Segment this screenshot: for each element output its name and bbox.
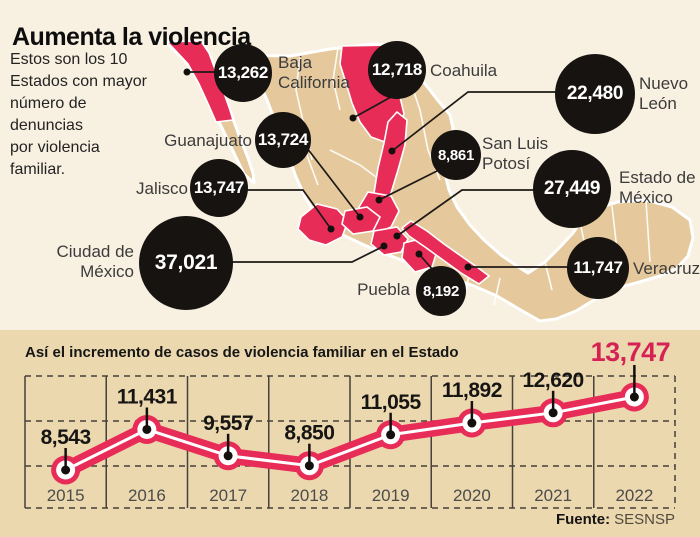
bubble-value: 37,021 bbox=[154, 251, 218, 274]
chart-point-dot bbox=[142, 424, 152, 434]
bubble-value: 13,747 bbox=[193, 178, 245, 197]
page-title: Aumenta la violencia bbox=[12, 22, 251, 51]
source-label: Fuente: bbox=[555, 511, 611, 528]
bubble-san-luis-potosi: 8,861 bbox=[431, 130, 481, 180]
bubble-jalisco: 13,747 bbox=[190, 159, 248, 217]
chart-value-label: 11,892 bbox=[442, 379, 502, 402]
bubble-value: 8,192 bbox=[422, 282, 460, 300]
bubble-guanajuato: 13,724 bbox=[255, 112, 311, 168]
intro-line: número de bbox=[10, 95, 87, 112]
label-guanajuato: Guanajuato bbox=[164, 131, 252, 150]
chart-title: Así el incremento de casos de violencia … bbox=[25, 344, 459, 361]
bubble-value: 11,747 bbox=[573, 258, 623, 277]
map-section: Aumenta la violencia Estos son los 10 Es… bbox=[10, 22, 700, 323]
chart-year-label: 2021 bbox=[534, 486, 572, 505]
chart-point-dot bbox=[548, 408, 558, 418]
chart-value-label: 8,543 bbox=[41, 426, 91, 449]
map-leader-lines bbox=[187, 71, 568, 271]
chart-panel: Así el incremento de casos de violencia … bbox=[0, 330, 700, 537]
map-state-guanajuato bbox=[341, 206, 382, 235]
map-state-jalisco bbox=[297, 203, 349, 246]
chart-year-label: 2017 bbox=[209, 486, 247, 505]
bubble-value: 12,718 bbox=[371, 60, 423, 79]
chart-value-label-highlight: 13,747 bbox=[591, 337, 671, 367]
intro-line: Estados con mayor bbox=[10, 73, 147, 90]
intro-line: denuncias bbox=[10, 117, 83, 134]
chart-year-label: 2020 bbox=[453, 486, 491, 505]
source-line: Fuente: SESNSP bbox=[556, 511, 675, 528]
intro-line: Estos son los 10 bbox=[10, 51, 128, 68]
chart-year-label: 2018 bbox=[290, 486, 328, 505]
chart-value-label: 9,557 bbox=[203, 412, 253, 435]
intro-line: familiar. bbox=[10, 161, 66, 178]
label-nuevo-leon: Nuevo León bbox=[639, 74, 689, 113]
bubble-value: 27,449 bbox=[543, 178, 601, 199]
label-san-luis-potosi: San Luis Potosí bbox=[482, 134, 549, 173]
label-estado-de-mexico: Estado de México bbox=[619, 168, 696, 207]
bubble-estado-de-mexico: 27,449 bbox=[533, 150, 611, 228]
chart-year-label: 2019 bbox=[372, 486, 410, 505]
chart-value-label: 11,055 bbox=[361, 391, 422, 414]
bubble-ciudad-de-mexico: 37,021 bbox=[139, 216, 233, 310]
intro-line: por violencia bbox=[10, 139, 100, 156]
chart-value-label: 11,431 bbox=[117, 385, 178, 408]
label-coahuila: Coahuila bbox=[430, 61, 498, 80]
map-state-baja-california bbox=[165, 40, 235, 123]
line-chart: 8,543 11,431 9,557 8,850 11,055 11,892 12,620 1… bbox=[24, 337, 676, 509]
intro-text: Estos son los 10 Estados con mayor númer… bbox=[10, 49, 147, 181]
bubble-veracruz: 11,747 bbox=[567, 237, 629, 299]
map-leader-dots bbox=[183, 68, 472, 271]
chart-year-label: 2022 bbox=[615, 486, 653, 505]
label-puebla: Puebla bbox=[357, 280, 410, 299]
source-value: SESNSP bbox=[614, 511, 675, 528]
bubble-baja-california: 13,262 bbox=[214, 44, 272, 102]
bubble-value: 22,480 bbox=[566, 83, 624, 104]
chart-year-label: 2015 bbox=[47, 486, 85, 505]
bubble-value: 13,724 bbox=[257, 130, 309, 149]
chart-value-label: 8,850 bbox=[284, 422, 334, 445]
label-veracruz: Veracruz bbox=[633, 259, 700, 278]
bubble-nuevo-leon: 22,480 bbox=[555, 54, 635, 134]
label-ciudad-de-mexico: Ciudad de México bbox=[56, 242, 134, 281]
bubble-value: 13,262 bbox=[217, 63, 269, 82]
bubble-puebla: 8,192 bbox=[416, 266, 466, 316]
chart-year-label: 2016 bbox=[128, 486, 166, 505]
bubble-coahuila: 12,718 bbox=[368, 41, 426, 99]
label-jalisco: Jalisco bbox=[136, 179, 188, 198]
chart-value-label: 12,620 bbox=[523, 369, 584, 392]
label-baja-california: Baja California bbox=[278, 53, 350, 92]
chart-line-center bbox=[64, 395, 635, 472]
bubble-value: 8,861 bbox=[437, 146, 475, 164]
